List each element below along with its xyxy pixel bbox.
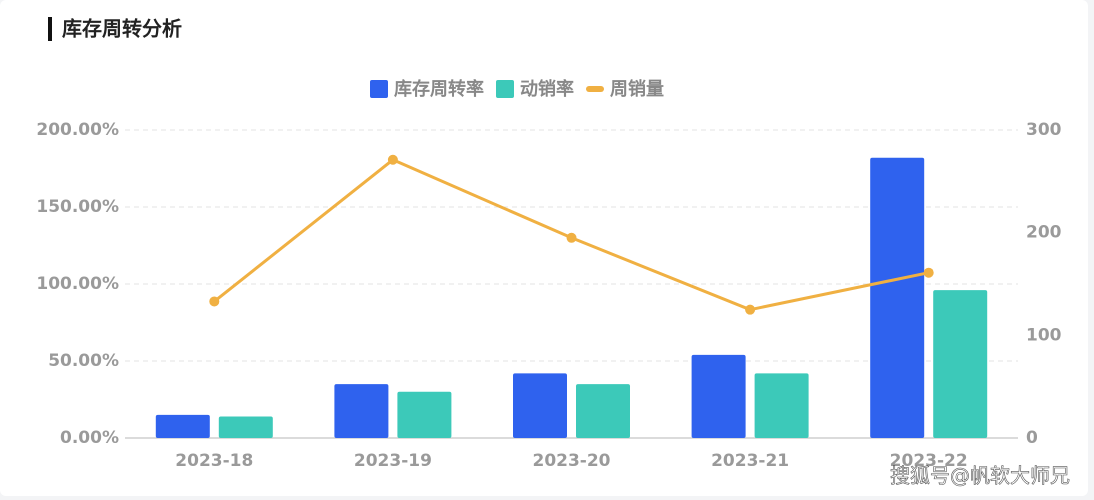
bar: [513, 373, 567, 438]
title-bar: [48, 17, 52, 41]
legend-label: 周销量: [610, 78, 664, 100]
x-tick-label: 2023-20: [532, 451, 610, 471]
bar: [155, 414, 210, 438]
legend-swatch: [370, 80, 388, 98]
bar: [870, 157, 925, 438]
y2-tick-label: 300: [1026, 120, 1062, 140]
x-tick-label: 2023-21: [711, 451, 789, 471]
bar: [334, 384, 389, 438]
chart-title: 库存周转分析: [62, 17, 182, 41]
y-tick-label: 0.00%: [60, 428, 119, 448]
y-tick-label: 200.00%: [36, 120, 119, 140]
y-tick-label: 150.00%: [36, 197, 119, 217]
legend-swatch: [496, 80, 514, 98]
y2-tick-label: 200: [1026, 223, 1062, 243]
bar: [576, 384, 630, 438]
legend-swatch: [586, 86, 604, 92]
y2-tick-label: 100: [1026, 325, 1062, 345]
line-point: [745, 304, 756, 315]
line-point: [209, 296, 220, 307]
line-point: [387, 154, 398, 165]
bar: [933, 290, 988, 438]
bar: [754, 373, 809, 438]
legend-label: 库存周转率: [394, 78, 484, 100]
legend-label: 动销率: [520, 78, 574, 100]
x-tick-label: 2023-18: [175, 451, 253, 471]
y2-tick-label: 0: [1026, 428, 1038, 448]
x-tick-label: 2023-19: [354, 451, 432, 471]
line-point: [566, 232, 577, 243]
line-point: [923, 267, 934, 278]
y-tick-label: 50.00%: [48, 351, 119, 371]
x-tick-label: 2023-22: [890, 451, 968, 471]
bar: [218, 416, 273, 438]
bar: [397, 391, 452, 438]
watermark: 搜狐号@帆软大师兄: [890, 464, 1070, 488]
bar: [691, 354, 746, 438]
y-tick-label: 100.00%: [36, 274, 119, 294]
